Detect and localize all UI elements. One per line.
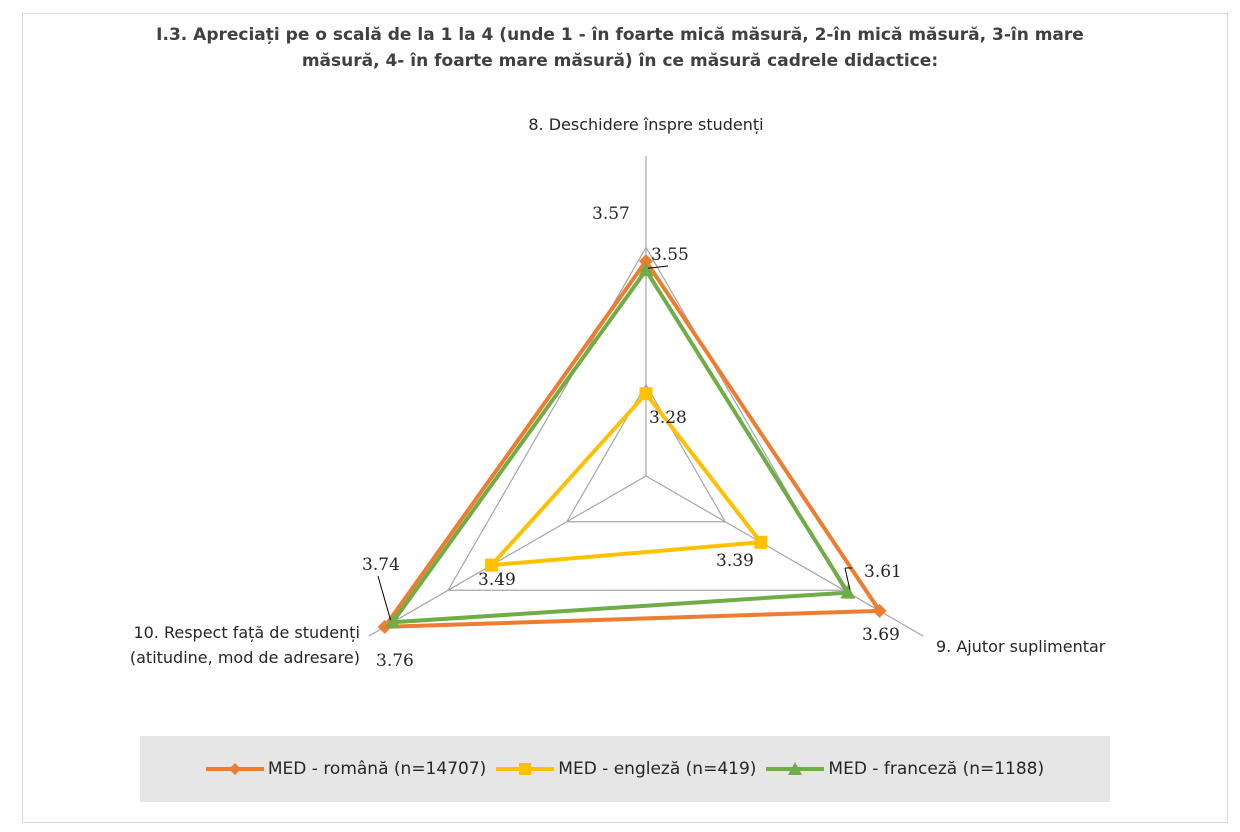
series-2-point-2 [385, 614, 401, 629]
radar-labels: 8. Deschidere înspre studenți 9. Ajutor … [130, 115, 1106, 671]
chart-title-line-1: I.3. Apreciați pe o scală de la 1 la 4 (… [156, 25, 1084, 45]
series-2-point-1 [840, 584, 856, 599]
series-1-point-2 [485, 558, 499, 572]
data-label-engleza-8: 3.28 [649, 408, 687, 428]
series-line-2 [390, 268, 850, 625]
axis-label-9: 9. Ajutor suplimentar [936, 637, 1106, 656]
data-label-engleza-9: 3.39 [716, 551, 754, 571]
radar-grid [368, 156, 924, 637]
legend: MED - română (n=14707) MED - engleză (n=… [140, 736, 1110, 802]
leader-franceza-9 [844, 567, 851, 590]
data-label-romana-10: 3.76 [376, 651, 414, 671]
leader-franceza-10 [377, 575, 392, 621]
data-label-franceza-8: 3.55 [651, 245, 689, 265]
radar-series [377, 254, 887, 634]
chart-title-line-2: măsură, 4- în foarte mare măsură) în ce … [301, 51, 939, 71]
data-label-franceza-9: 3.61 [864, 562, 902, 582]
series-0-point-1 [872, 603, 887, 618]
legend-label-engleza: MED - engleză (n=419) [558, 759, 757, 779]
chart-title: I.3. Apreciați pe o scală de la 1 la 4 (… [0, 22, 1240, 74]
legend-label-romana: MED - română (n=14707) [267, 759, 487, 779]
leader-franceza-8 [647, 265, 669, 269]
series-2-point-0 [638, 262, 654, 277]
data-label-romana-9: 3.69 [862, 625, 900, 645]
series-0-point-0 [639, 254, 653, 269]
grid-ring-1 [447, 246, 845, 591]
legend-item-romana: MED - română (n=14707) [205, 759, 487, 779]
legend-item-franceza: MED - franceză (n=1188) [766, 759, 1044, 779]
series-1-point-0 [639, 387, 653, 401]
data-label-franceza-10: 3.74 [362, 555, 400, 575]
axis-label-10-line-2: (atitudine, mod de adresare) [130, 648, 360, 667]
grid-spoke-2 [368, 475, 647, 637]
legend-marker-triangle [766, 762, 825, 775]
legend-marker-diamond [205, 763, 264, 775]
axis-label-8: 8. Deschidere înspre studenți [528, 115, 763, 134]
legend-marker-square [496, 763, 555, 775]
legend-item-engleza: MED - engleză (n=419) [496, 759, 756, 779]
series-1-point-1 [754, 535, 768, 549]
legend-label-franceza: MED - franceză (n=1188) [828, 759, 1045, 779]
label-leaders [377, 265, 852, 621]
axis-label-10-line-1: 10. Respect față de studenți [133, 623, 360, 642]
data-label-romana-8: 3.57 [592, 204, 630, 224]
series-line-1 [489, 391, 763, 568]
grid-ring-0 [565, 383, 727, 523]
series-line-0 [382, 259, 882, 629]
data-label-engleza-10: 3.49 [478, 570, 516, 590]
